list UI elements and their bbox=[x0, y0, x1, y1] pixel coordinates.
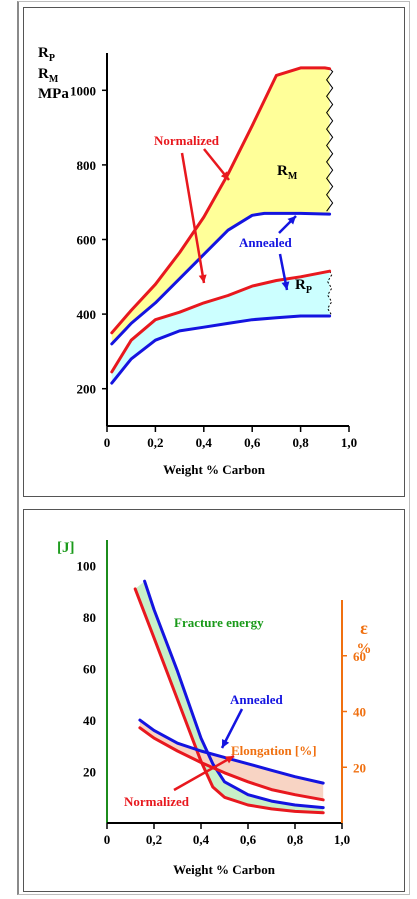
arrow-normalized bbox=[173, 754, 235, 792]
series-line-fe-annealed bbox=[143, 579, 325, 810]
y-tick-label: 100 bbox=[77, 559, 97, 574]
y-tick-label: 60 bbox=[83, 662, 96, 677]
series-line-RP-annealed bbox=[110, 314, 332, 385]
y2-tick-label: 60 bbox=[353, 649, 366, 664]
annotation-normalized: Normalized bbox=[124, 794, 190, 809]
series-line-fe-normalized bbox=[133, 587, 325, 815]
y-axis-label-right-unit: % bbox=[357, 641, 372, 657]
y-axis-label-right-symbol: ε bbox=[360, 618, 368, 638]
x-tick-label: 1,0 bbox=[334, 832, 350, 847]
y2-tick-label: 40 bbox=[353, 705, 366, 720]
arrow-normalized-head bbox=[225, 756, 234, 764]
y2-tick-label: 20 bbox=[353, 760, 366, 775]
y-label-unit: MPa bbox=[38, 86, 69, 102]
y-tick-label: 20 bbox=[83, 765, 96, 780]
y-axis-label-left: [J] bbox=[57, 540, 75, 556]
y-tick-label: 600 bbox=[77, 233, 97, 248]
series-line-el-normalized bbox=[138, 726, 325, 802]
annotation-fracture-energy: Fracture energy bbox=[174, 615, 264, 630]
arrow-normalized-rp bbox=[180, 152, 206, 284]
x-axis-label: Weight % Carbon bbox=[163, 462, 266, 477]
arrow-annealed-head bbox=[222, 739, 230, 748]
rp-break-edge bbox=[327, 270, 333, 316]
y-tick-label: 800 bbox=[77, 158, 97, 173]
x-tick-label: 0,2 bbox=[146, 832, 162, 847]
x-tick-label: 0 bbox=[104, 435, 111, 450]
series-line-RP-normalized bbox=[110, 269, 332, 374]
arrow-annealed-rp-head bbox=[281, 281, 290, 290]
annotation-rp-label: RP bbox=[295, 277, 312, 296]
toughness-chart-panel: 20 40 60 80 100 20 40 60 0 0,2 0,4 0,6 0,8 1,0 Fractu… bbox=[23, 509, 405, 892]
y-tick-label: 400 bbox=[77, 307, 97, 322]
arrow-normalized-rp-head bbox=[198, 274, 207, 283]
y-tick-label: 80 bbox=[83, 610, 96, 625]
rp-band-fill bbox=[111, 271, 330, 384]
x-tick-label: 0,4 bbox=[193, 832, 210, 847]
arrow-annealed-rm-head bbox=[287, 216, 296, 225]
annotation-elongation: Elongation [%] bbox=[231, 743, 317, 758]
arrow-normalized-rm-head bbox=[220, 171, 229, 180]
x-tick-label: 0,8 bbox=[292, 435, 309, 450]
x-axis-label: Weight % Carbon bbox=[173, 862, 276, 877]
y-tick-label: 200 bbox=[77, 382, 97, 397]
x-tick-label: 0,4 bbox=[196, 435, 213, 450]
y-label-rp: RP bbox=[38, 45, 55, 64]
x-tick-label: 0,8 bbox=[287, 832, 304, 847]
annotation-normalized: Normalized bbox=[154, 133, 220, 148]
toughness-chart: 20 40 60 80 100 20 40 60 0 0,2 0,4 0,6 0,8 1,0 Fractu… bbox=[57, 540, 372, 877]
strength-chart-panel: 200 400 600 800 1000 0 0,2 0,4 0,6 0,8 1,0 Normali… bbox=[23, 7, 405, 497]
y-tick-label: 1000 bbox=[70, 83, 96, 98]
x-tick-label: 0 bbox=[104, 832, 111, 847]
rm-band-fill bbox=[111, 67, 330, 344]
series-line-RM-annealed bbox=[110, 211, 332, 346]
annotation-annealed: Annealed bbox=[230, 692, 284, 707]
figure-frame bbox=[17, 1, 410, 895]
strength-chart: 200 400 600 800 1000 0 0,2 0,4 0,6 0,8 1,0 Normali… bbox=[38, 45, 357, 477]
annotation-annealed: Annealed bbox=[239, 235, 293, 250]
x-tick-label: 0,6 bbox=[240, 832, 257, 847]
y-label-rm: RM bbox=[38, 66, 59, 85]
y-tick-label: 40 bbox=[83, 713, 96, 728]
x-tick-label: 0,2 bbox=[147, 435, 163, 450]
series-line-RM-normalized bbox=[110, 66, 332, 335]
x-tick-label: 1,0 bbox=[341, 435, 357, 450]
annotation-rm-label: RM bbox=[277, 163, 298, 182]
series-line-el-annealed bbox=[138, 718, 325, 785]
x-tick-label: 0,6 bbox=[244, 435, 261, 450]
rm-break-edge bbox=[326, 68, 334, 212]
